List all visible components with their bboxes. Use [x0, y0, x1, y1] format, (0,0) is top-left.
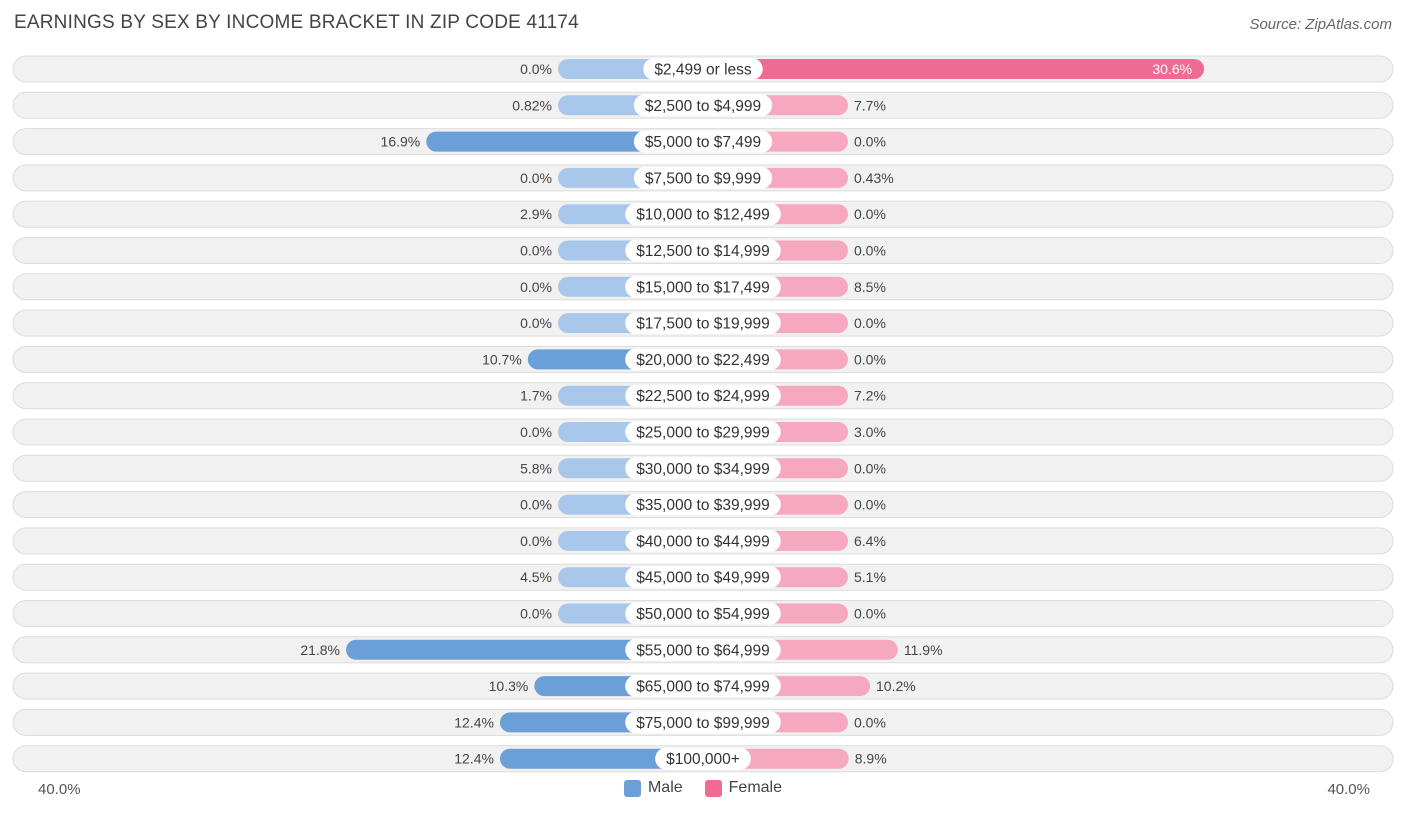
- value-label-male: 0.0%: [520, 497, 552, 513]
- value-label-female: 0.0%: [854, 714, 886, 730]
- value-label-female: 0.43%: [854, 170, 894, 186]
- legend-label-male: Male: [647, 779, 683, 796]
- value-label-female: 0.0%: [854, 206, 886, 222]
- value-label-male: 1.7%: [520, 388, 552, 404]
- value-label-female: 7.2%: [854, 388, 886, 404]
- category-pill: [633, 166, 773, 189]
- category-label: $55,000 to $64,999: [636, 642, 770, 659]
- value-label-female: 8.5%: [854, 279, 886, 295]
- value-label-male: 0.0%: [520, 61, 552, 77]
- category-pill: [625, 602, 781, 625]
- value-label-female: 30.6%: [1152, 61, 1192, 77]
- category-label: $10,000 to $12,499: [636, 207, 770, 224]
- value-label-female: 0.0%: [854, 351, 886, 367]
- category-pill: [625, 675, 781, 698]
- value-label-male: 0.0%: [520, 243, 552, 259]
- value-label-female: 7.7%: [854, 97, 886, 113]
- category-pill: [625, 638, 781, 661]
- category-label: $15,000 to $17,499: [636, 279, 770, 296]
- category-label: $17,500 to $19,999: [636, 316, 770, 333]
- legend: Male Female: [0, 779, 1406, 797]
- value-label-female: 6.4%: [854, 533, 886, 549]
- category-label: $20,000 to $22,499: [636, 352, 770, 369]
- category-label: $30,000 to $34,999: [636, 461, 770, 478]
- value-label-male: 12.4%: [454, 714, 494, 730]
- value-label-female: 10.2%: [876, 678, 916, 694]
- value-label-male: 10.3%: [489, 678, 529, 694]
- value-label-female: 8.9%: [855, 751, 887, 767]
- legend-swatch-female: [704, 779, 722, 797]
- category-label: $7,500 to $9,999: [645, 170, 761, 187]
- category-pill: [625, 384, 781, 407]
- category-label: $12,500 to $14,999: [636, 243, 770, 260]
- category-pill: [633, 94, 773, 117]
- value-label-male: 4.5%: [520, 569, 552, 585]
- chart-title: EARNINGS BY SEX BY INCOME BRACKET IN ZIP…: [14, 12, 579, 33]
- value-label-female: 0.0%: [854, 243, 886, 259]
- legend-item-male[interactable]: Male: [623, 779, 683, 797]
- category-pill: [625, 203, 781, 226]
- value-label-male: 10.7%: [482, 351, 522, 367]
- value-label-male: 16.9%: [381, 134, 421, 150]
- value-label-female: 5.1%: [854, 569, 886, 585]
- bar-male: [346, 639, 703, 660]
- category-label: $2,499 or less: [654, 62, 752, 79]
- category-pill: [625, 711, 781, 734]
- category-label: $35,000 to $39,999: [636, 497, 770, 514]
- value-label-female: 0.0%: [854, 606, 886, 622]
- category-pill: [633, 130, 773, 153]
- category-label: $75,000 to $99,999: [636, 715, 770, 732]
- value-label-male: 12.4%: [454, 751, 494, 767]
- axis-right-label: 40.0%: [1327, 781, 1370, 798]
- category-pill: [625, 275, 781, 298]
- value-label-male: 0.82%: [512, 97, 552, 113]
- value-label-male: 2.9%: [520, 206, 552, 222]
- category-label: $45,000 to $49,999: [636, 570, 770, 587]
- category-pill: [625, 457, 781, 480]
- source-note: Source: ZipAtlas.com: [1249, 16, 1392, 33]
- category-pill: [625, 239, 781, 262]
- category-label: $50,000 to $54,999: [636, 606, 770, 623]
- value-label-male: 5.8%: [520, 460, 552, 476]
- category-label: $22,500 to $24,999: [636, 388, 770, 405]
- value-label-male: 0.0%: [520, 170, 552, 186]
- value-label-male: 21.8%: [300, 642, 340, 658]
- value-label-female: 3.0%: [854, 424, 886, 440]
- bar-male: [499, 748, 703, 769]
- axis-left-label: 40.0%: [38, 781, 81, 798]
- legend-swatch-male: [623, 779, 641, 797]
- category-label: $2,500 to $4,999: [645, 98, 761, 115]
- value-label-female: 0.0%: [854, 497, 886, 513]
- value-label-male: 0.0%: [520, 315, 552, 331]
- bar-female: [703, 59, 1205, 79]
- category-pill: [625, 312, 781, 335]
- category-pill: [625, 566, 781, 589]
- category-label: $5,000 to $7,499: [645, 134, 761, 151]
- value-label-male: 0.0%: [520, 424, 552, 440]
- legend-label-female: Female: [728, 779, 783, 796]
- category-label: $65,000 to $74,999: [636, 679, 770, 696]
- category-pill: [643, 58, 763, 80]
- value-label-male: 0.0%: [520, 279, 552, 295]
- value-label-female: 0.0%: [854, 315, 886, 331]
- category-label: $100,000+: [666, 751, 740, 768]
- value-label-male: 0.0%: [520, 606, 552, 622]
- category-pill: [655, 747, 751, 770]
- value-label-male: 0.0%: [520, 533, 552, 549]
- value-label-female: 0.0%: [854, 134, 886, 150]
- category-pill: [625, 529, 781, 552]
- category-pill: [625, 493, 781, 516]
- category-label: $40,000 to $44,999: [636, 533, 770, 550]
- value-label-female: 11.9%: [904, 642, 943, 658]
- value-label-female: 0.0%: [854, 460, 886, 476]
- legend-item-female[interactable]: Female: [704, 779, 783, 797]
- category-pill: [625, 421, 781, 443]
- bar-male: [426, 131, 703, 152]
- category-pill: [625, 348, 781, 371]
- category-label: $25,000 to $29,999: [636, 425, 770, 442]
